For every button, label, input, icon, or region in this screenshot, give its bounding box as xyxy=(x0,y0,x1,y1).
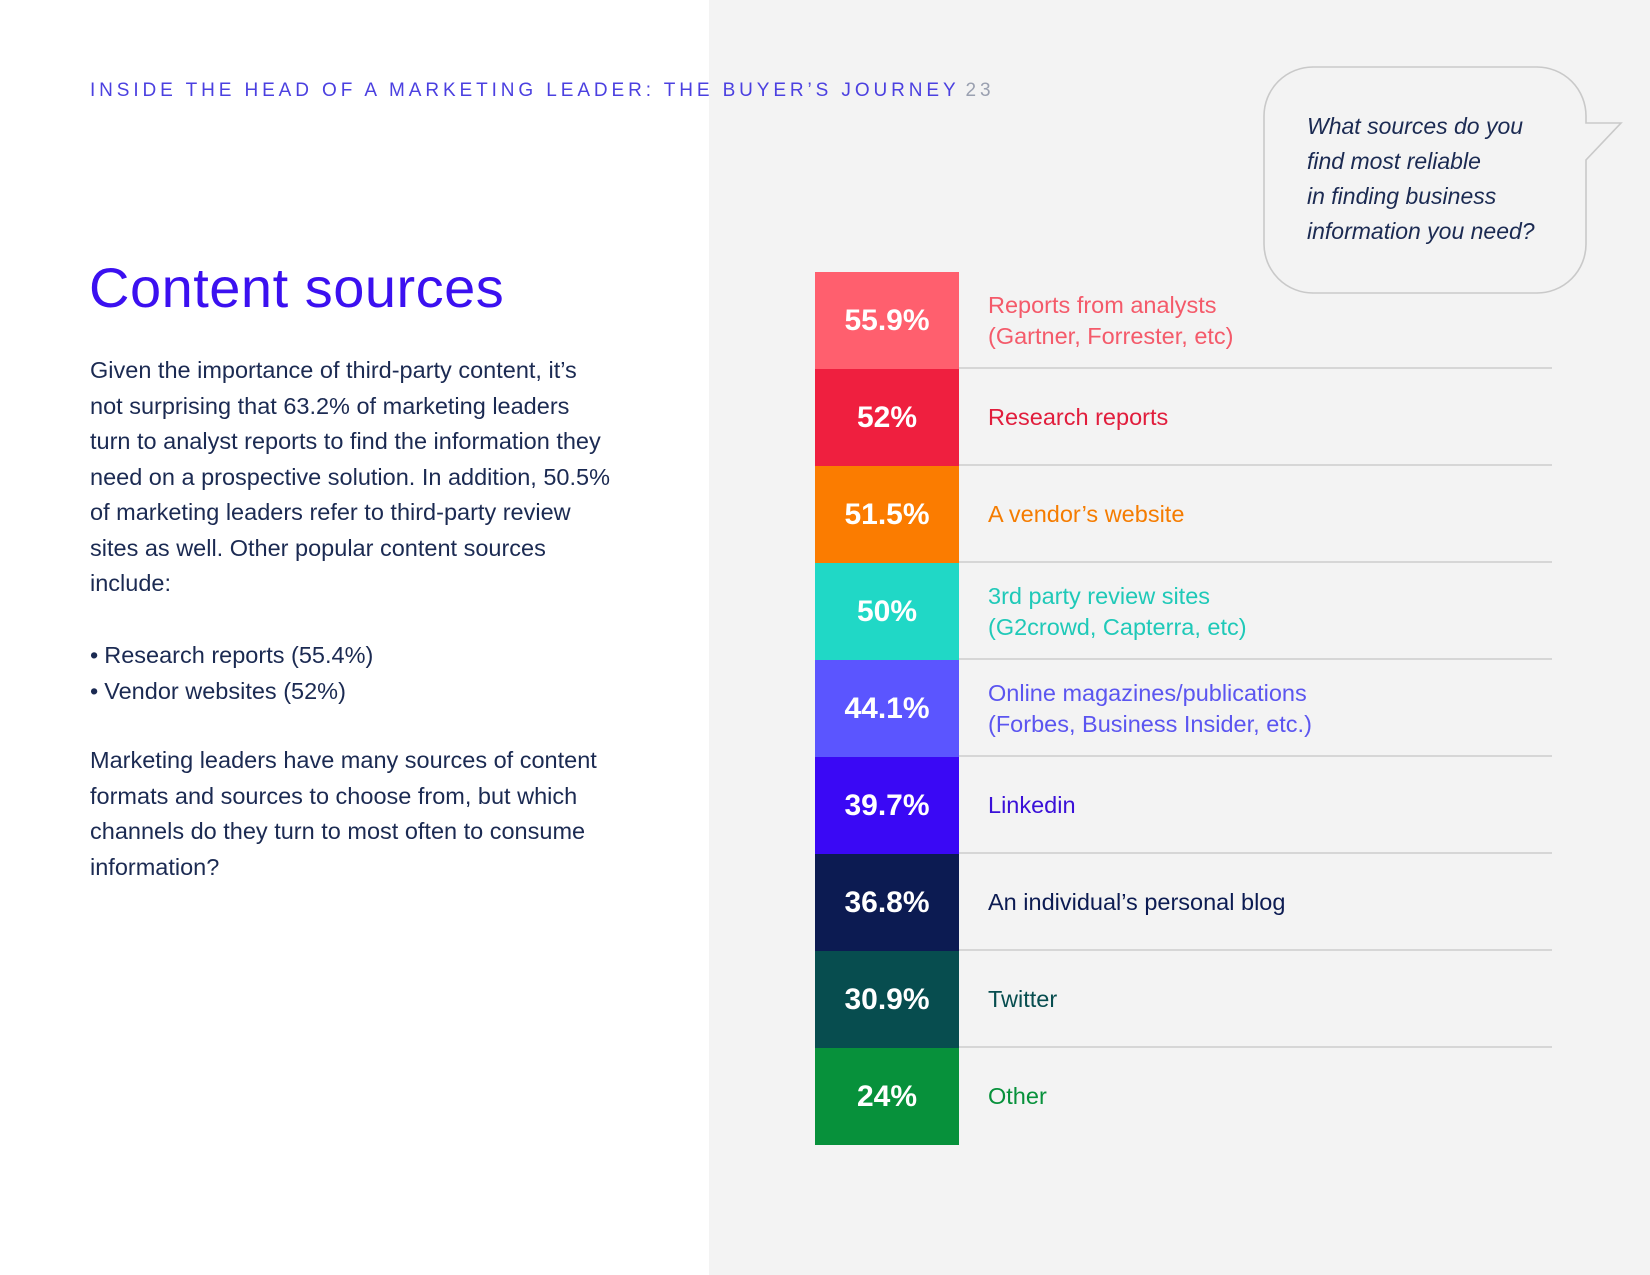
bubble-line: information you need? xyxy=(1307,218,1535,244)
running-header-title: INSIDE THE HEAD OF A MARKETING LEADER: T… xyxy=(90,80,960,101)
chart-row: 50% 3rd party review sites (G2crowd, Capte… xyxy=(815,563,1552,660)
chart-label-line: A vendor’s website xyxy=(988,501,1185,527)
chart-value-box: 30.9% xyxy=(815,951,959,1048)
chart-row: 51.5% A vendor’s website xyxy=(815,466,1552,563)
chart-value-box: 50% xyxy=(815,563,959,660)
chart-row-divider xyxy=(959,561,1552,563)
chart-label-line: (G2crowd, Capterra, etc) xyxy=(988,613,1247,640)
chart-row-label: Online magazines/publications (Forbes, Bu… xyxy=(988,660,1548,757)
chart-label-line: Other xyxy=(988,1083,1047,1109)
chart-row: 39.7% Linkedin xyxy=(815,757,1552,854)
question-speech-bubble: What sources do you find most reliable i… xyxy=(1263,66,1623,295)
chart-row-label: An individual’s personal blog xyxy=(988,854,1548,951)
chart-value-box: 51.5% xyxy=(815,466,959,563)
chart-row: 30.9% Twitter xyxy=(815,951,1552,1048)
chart-label-line: 3rd party review sites xyxy=(988,582,1211,609)
chart-row-divider xyxy=(959,755,1552,757)
content-sources-chart: 55.9% Reports from analysts (Gartner, Forr… xyxy=(815,272,1552,1145)
chart-row: 52% Research reports xyxy=(815,369,1552,466)
speech-bubble-shape xyxy=(1263,66,1623,294)
bubble-line: What sources do you xyxy=(1307,113,1524,139)
bullet-item-research-reports: Research reports (55.4%) xyxy=(90,638,373,674)
chart-row-label: Research reports xyxy=(988,369,1548,466)
bullet-item-vendor-websites: Vendor websites (52%) xyxy=(90,674,373,710)
chart-row-label: 3rd party review sites (G2crowd, Capterra… xyxy=(988,563,1548,660)
bubble-line: in finding business xyxy=(1307,183,1497,209)
chart-label-line: Research reports xyxy=(988,404,1169,430)
chart-value-box: 24% xyxy=(815,1048,959,1145)
chart-row-label: Other xyxy=(988,1048,1548,1145)
chart-row-label: Linkedin xyxy=(988,757,1548,854)
intro-paragraph: Given the importance of third-party cont… xyxy=(90,357,610,596)
chart-label-line: Twitter xyxy=(988,986,1058,1012)
chart-label-line: (Gartner, Forrester, etc) xyxy=(988,322,1234,349)
chart-value-box: 44.1% xyxy=(815,660,959,757)
chart-value-box: 52% xyxy=(815,369,959,466)
bullet-list: Research reports (55.4%) Vendor websites… xyxy=(90,638,373,709)
chart-label-line: Reports from analysts xyxy=(988,291,1217,318)
chart-row: 44.1% Online magazines/publications (Forbe… xyxy=(815,660,1552,757)
chart-value-box: 55.9% xyxy=(815,272,959,369)
chart-row-divider xyxy=(959,367,1552,369)
page-title: Content sources xyxy=(89,256,505,319)
chart-row-divider xyxy=(959,658,1552,660)
chart-label-line: Online magazines/publications xyxy=(988,679,1307,706)
bubble-line: find most reliable xyxy=(1307,148,1481,174)
chart-row-divider xyxy=(959,464,1552,466)
chart-row-label: Twitter xyxy=(988,951,1548,1048)
chart-row-label: Reports from analysts (Gartner, Forrester… xyxy=(988,272,1548,369)
chart-row-label: A vendor’s website xyxy=(988,466,1548,563)
running-header: INSIDE THE HEAD OF A MARKETING LEADER: T… xyxy=(90,80,994,102)
chart-row: 24% Other xyxy=(815,1048,1552,1145)
chart-value-box: 39.7% xyxy=(815,757,959,854)
bubble-question: What sources do you find most reliable i… xyxy=(1307,109,1577,249)
chart-label-line: (Forbes, Business Insider, etc.) xyxy=(988,710,1312,737)
chart-value-box: 36.8% xyxy=(815,854,959,951)
chart-label-line: An individual’s personal blog xyxy=(988,889,1286,915)
chart-row-divider xyxy=(959,1046,1552,1048)
chart-label-line: Linkedin xyxy=(988,792,1076,818)
chart-row-divider xyxy=(959,949,1552,951)
page-number: 23 xyxy=(965,80,995,101)
chart-row: 36.8% An individual’s personal blog xyxy=(815,854,1552,951)
outro-paragraph: Marketing leaders have many sources of c… xyxy=(90,747,597,880)
chart-row: 55.9% Reports from analysts (Gartner, Forr… xyxy=(815,272,1552,369)
chart-row-divider xyxy=(959,852,1552,854)
